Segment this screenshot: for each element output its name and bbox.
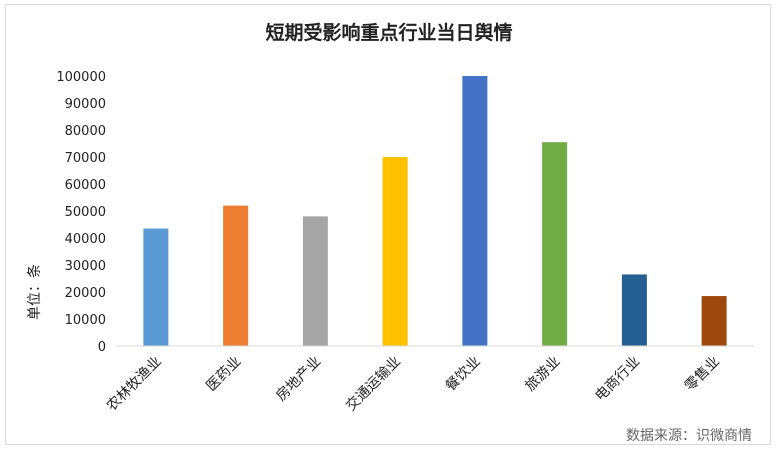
x-category-label: 农林牧渔业	[104, 354, 165, 415]
x-category-label: 旅游业	[522, 354, 563, 395]
bar-0	[143, 228, 169, 346]
x-category-label: 房地产业	[273, 354, 324, 405]
y-tick-label: 100000	[56, 70, 106, 85]
y-axis-label: 单位：条	[26, 264, 43, 320]
bar-chart: 短期受影响重点行业当日舆情 单位：条 0 10000 20000 30000 40000…	[26, 21, 754, 415]
x-category-label: 电商行业	[592, 354, 643, 405]
y-tick-label: 90000	[65, 97, 106, 112]
y-axis-ticks: 0 10000 20000 30000 40000 50000 60000 70000 8000…	[56, 70, 106, 355]
bar-2	[302, 216, 328, 346]
y-tick-label: 60000	[65, 178, 106, 193]
bar-7	[701, 296, 727, 346]
y-tick-label: 70000	[65, 151, 106, 166]
bar-4	[462, 76, 488, 346]
bar-5	[542, 142, 568, 346]
bar-1	[223, 205, 249, 346]
y-tick-label: 20000	[65, 286, 106, 301]
bar-6	[621, 274, 647, 346]
y-tick-label: 30000	[65, 259, 106, 274]
y-tick-label: 50000	[65, 205, 106, 220]
x-axis-labels: 农林牧渔业 医药业 房地产业 交通运输业 餐饮业 旅游业 电商行业 零售业	[104, 353, 723, 415]
y-tick-label: 0	[98, 340, 106, 355]
source-note: 数据来源：识微商情	[626, 428, 752, 444]
bars	[143, 76, 727, 346]
chart-title: 短期受影响重点行业当日舆情	[265, 21, 512, 44]
x-category-label: 医药业	[203, 354, 244, 395]
bar-3	[382, 157, 408, 346]
x-category-label: 零售业	[682, 354, 723, 395]
chart-frame: 短期受影响重点行业当日舆情 单位：条 0 10000 20000 30000 40000…	[5, 4, 771, 445]
y-tick-label: 10000	[65, 313, 106, 328]
x-category-label: 餐饮业	[443, 354, 484, 395]
x-category-label: 交通运输业	[342, 353, 404, 415]
y-tick-label: 80000	[65, 124, 106, 139]
y-tick-label: 40000	[65, 232, 106, 247]
